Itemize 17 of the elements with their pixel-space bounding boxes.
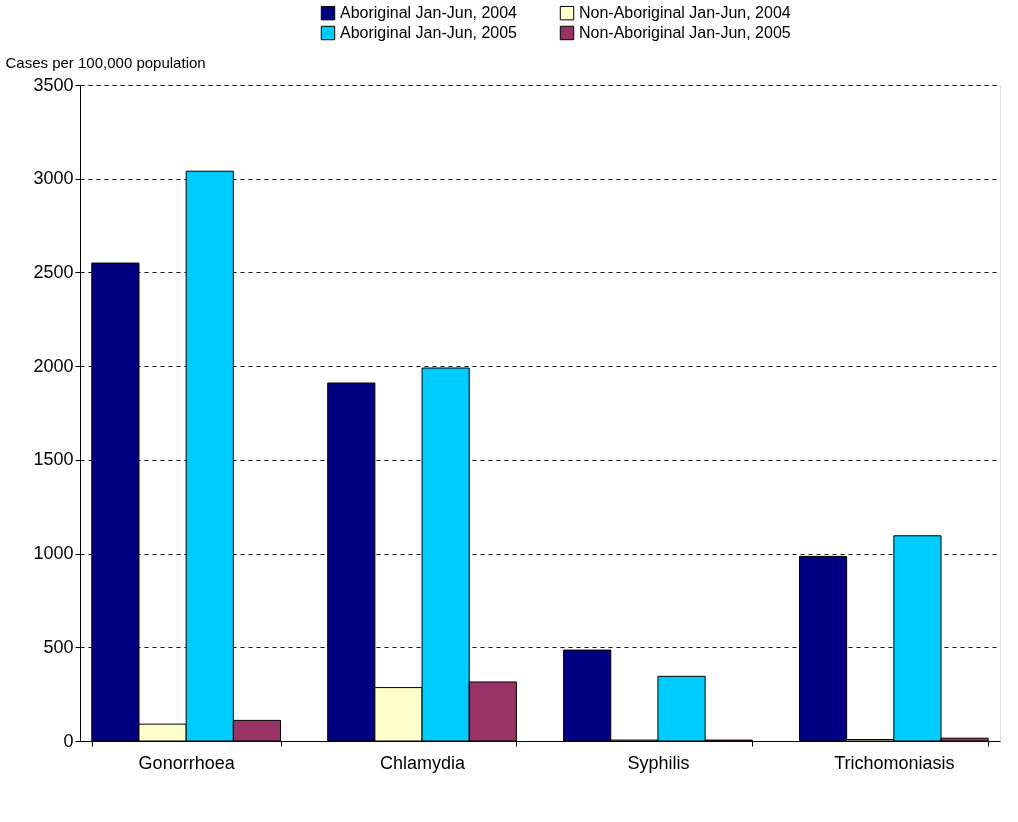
x-tick-label: Chlamydia [380,752,467,773]
y-tick-label: 0 [63,730,74,751]
y-axis-title: Cases per 100,000 population [5,53,206,71]
y-tick-label: 1000 [33,543,74,564]
x-tick-label: Syphilis [627,752,690,773]
y-tick-label: 2000 [33,355,74,376]
y-tick-label: 3000 [33,168,74,189]
x-tick-label: Trichomoniasis [834,752,955,773]
legend-label: Non-Aboriginal Jan-Jun, 2004 [579,4,791,22]
y-tick-label: 1500 [33,449,74,470]
y-tick-label: 2500 [33,261,74,282]
y-tick-label: 500 [43,636,74,657]
x-tick-label: Gonorrhoea [138,752,236,773]
legend-label: Non-Aboriginal Jan-Jun, 2005 [579,24,791,41]
legend-label: Aboriginal Jan-Jun, 2004 [340,4,518,22]
legend-label: Aboriginal Jan-Jun, 2005 [340,24,518,41]
y-tick-label: 3500 [33,74,74,95]
